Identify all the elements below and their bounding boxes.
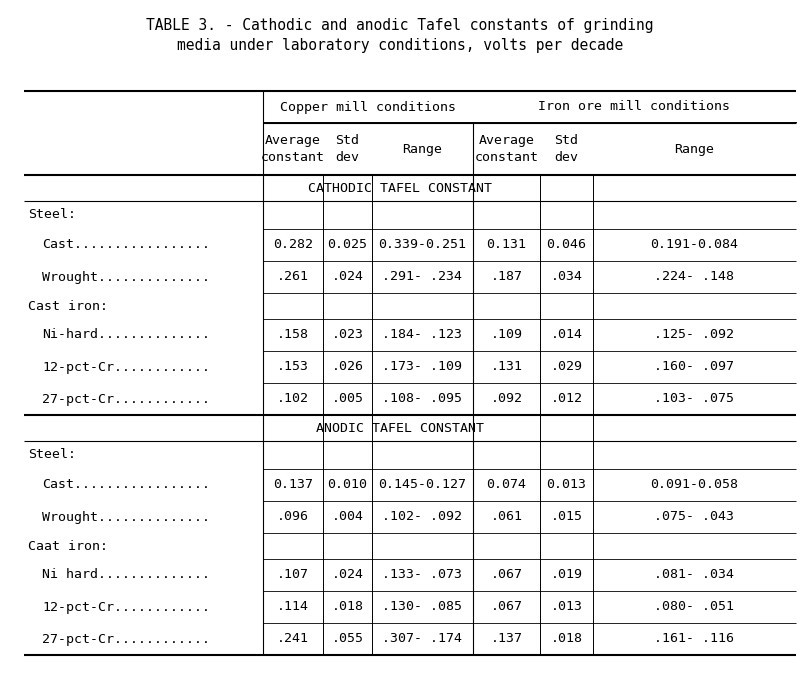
Text: Wrought..............: Wrought.............. — [42, 271, 210, 283]
Text: .307- .174: .307- .174 — [382, 632, 462, 646]
Text: .067: .067 — [490, 600, 522, 614]
Text: .026: .026 — [331, 360, 363, 373]
Text: Caat iron:: Caat iron: — [28, 540, 108, 553]
Text: 0.010: 0.010 — [327, 479, 367, 491]
Text: .012: .012 — [550, 392, 582, 406]
Text: .005: .005 — [331, 392, 363, 406]
Text: .096: .096 — [277, 510, 309, 524]
Text: .075- .043: .075- .043 — [654, 510, 734, 524]
Text: Ni-hard..............: Ni-hard.............. — [42, 329, 210, 341]
Text: .161- .116: .161- .116 — [654, 632, 734, 646]
Text: 0.013: 0.013 — [546, 479, 586, 491]
Text: Std
dev: Std dev — [335, 134, 359, 164]
Text: .018: .018 — [550, 632, 582, 646]
Text: .131: .131 — [490, 360, 522, 373]
Text: .102- .092: .102- .092 — [382, 510, 462, 524]
Text: Range: Range — [402, 142, 442, 156]
Text: 12-pct-Cr............: 12-pct-Cr............ — [42, 360, 210, 373]
Text: Std
dev: Std dev — [554, 134, 578, 164]
Text: .224- .148: .224- .148 — [654, 271, 734, 283]
Text: .153: .153 — [277, 360, 309, 373]
Text: .067: .067 — [490, 568, 522, 581]
Text: 0.145-0.127: 0.145-0.127 — [378, 479, 466, 491]
Text: .055: .055 — [331, 632, 363, 646]
Text: .080- .051: .080- .051 — [654, 600, 734, 614]
Text: Cast.................: Cast................. — [42, 479, 210, 491]
Text: 0.074: 0.074 — [486, 479, 526, 491]
Text: TABLE 3. - Cathodic and anodic Tafel constants of grinding: TABLE 3. - Cathodic and anodic Tafel con… — [146, 18, 654, 33]
Text: .133- .073: .133- .073 — [382, 568, 462, 581]
Text: .103- .075: .103- .075 — [654, 392, 734, 406]
Text: .029: .029 — [550, 360, 582, 373]
Text: Steel:: Steel: — [28, 209, 76, 221]
Text: Average
constant: Average constant — [474, 134, 538, 164]
Text: Average
constant: Average constant — [261, 134, 325, 164]
Text: Copper mill conditions: Copper mill conditions — [280, 101, 456, 114]
Text: .291- .234: .291- .234 — [382, 271, 462, 283]
Text: .184- .123: .184- .123 — [382, 329, 462, 341]
Text: 0.282: 0.282 — [273, 239, 313, 251]
Text: .024: .024 — [331, 271, 363, 283]
Text: 0.131: 0.131 — [486, 239, 526, 251]
Text: .013: .013 — [550, 600, 582, 614]
Text: 27-pct-Cr............: 27-pct-Cr............ — [42, 392, 210, 406]
Text: .173- .109: .173- .109 — [382, 360, 462, 373]
Text: .023: .023 — [331, 329, 363, 341]
Text: .015: .015 — [550, 510, 582, 524]
Text: .241: .241 — [277, 632, 309, 646]
Text: .018: .018 — [331, 600, 363, 614]
Text: .102: .102 — [277, 392, 309, 406]
Text: .014: .014 — [550, 329, 582, 341]
Text: .081- .034: .081- .034 — [654, 568, 734, 581]
Text: media under laboratory conditions, volts per decade: media under laboratory conditions, volts… — [177, 38, 623, 53]
Text: Steel:: Steel: — [28, 449, 76, 461]
Text: .158: .158 — [277, 329, 309, 341]
Text: .108- .095: .108- .095 — [382, 392, 462, 406]
Text: .004: .004 — [331, 510, 363, 524]
Text: .024: .024 — [331, 568, 363, 581]
Text: .061: .061 — [490, 510, 522, 524]
Text: ANODIC TAFEL CONSTANT: ANODIC TAFEL CONSTANT — [316, 422, 484, 434]
Text: .125- .092: .125- .092 — [654, 329, 734, 341]
Text: Range: Range — [674, 142, 714, 156]
Text: CATHODIC TAFEL CONSTANT: CATHODIC TAFEL CONSTANT — [308, 181, 492, 195]
Text: .019: .019 — [550, 568, 582, 581]
Text: 0.191-0.084: 0.191-0.084 — [650, 239, 738, 251]
Text: .261: .261 — [277, 271, 309, 283]
Text: .034: .034 — [550, 271, 582, 283]
Text: .130- .085: .130- .085 — [382, 600, 462, 614]
Text: Cast iron:: Cast iron: — [28, 299, 108, 313]
Text: .114: .114 — [277, 600, 309, 614]
Text: .092: .092 — [490, 392, 522, 406]
Text: Cast.................: Cast................. — [42, 239, 210, 251]
Text: 0.025: 0.025 — [327, 239, 367, 251]
Text: Iron ore mill conditions: Iron ore mill conditions — [538, 101, 730, 114]
Text: 27-pct-Cr............: 27-pct-Cr............ — [42, 632, 210, 646]
Text: 0.137: 0.137 — [273, 479, 313, 491]
Text: .107: .107 — [277, 568, 309, 581]
Text: 0.046: 0.046 — [546, 239, 586, 251]
Text: .109: .109 — [490, 329, 522, 341]
Text: .160- .097: .160- .097 — [654, 360, 734, 373]
Text: 0.091-0.058: 0.091-0.058 — [650, 479, 738, 491]
Text: 0.339-0.251: 0.339-0.251 — [378, 239, 466, 251]
Text: Ni hard..............: Ni hard.............. — [42, 568, 210, 581]
Text: .137: .137 — [490, 632, 522, 646]
Text: Wrought..............: Wrought.............. — [42, 510, 210, 524]
Text: 12-pct-Cr............: 12-pct-Cr............ — [42, 600, 210, 614]
Text: .187: .187 — [490, 271, 522, 283]
